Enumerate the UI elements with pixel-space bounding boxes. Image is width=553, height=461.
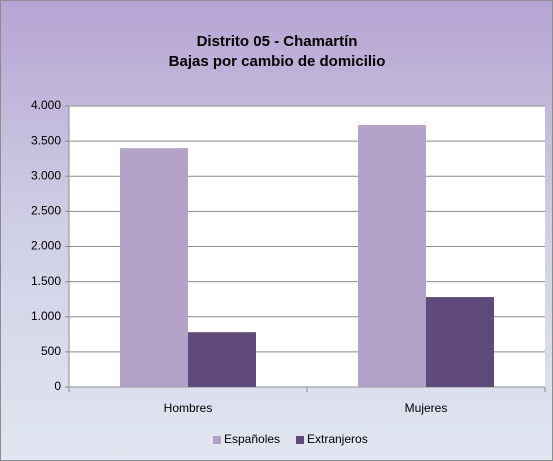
legend-swatch [213,436,221,444]
y-tick-label: 2.000 [31,239,61,253]
legend-label: Españoles [224,432,280,446]
bar [120,148,188,387]
y-tick-label: 500 [41,344,61,358]
legend-label: Extranjeros [307,432,368,446]
y-tick-label: 3.500 [31,133,61,147]
y-tick-label: 1.500 [31,274,61,288]
x-tick-label: Mujeres [405,401,448,415]
y-tick-label: 0 [54,379,61,393]
chart-title: Distrito 05 - Chamartín [197,33,358,50]
y-tick-label: 1.000 [31,309,61,323]
legend-swatch [296,436,304,444]
x-tick-label: Hombres [164,401,213,415]
bar [358,124,426,387]
y-tick-label: 4.000 [31,98,61,112]
chart-subtitle: Bajas por cambio de domicilio [169,53,386,70]
y-tick-label: 3.000 [31,168,61,182]
y-tick-label: 2.500 [31,204,61,218]
bar [188,332,256,387]
bar [426,297,494,387]
